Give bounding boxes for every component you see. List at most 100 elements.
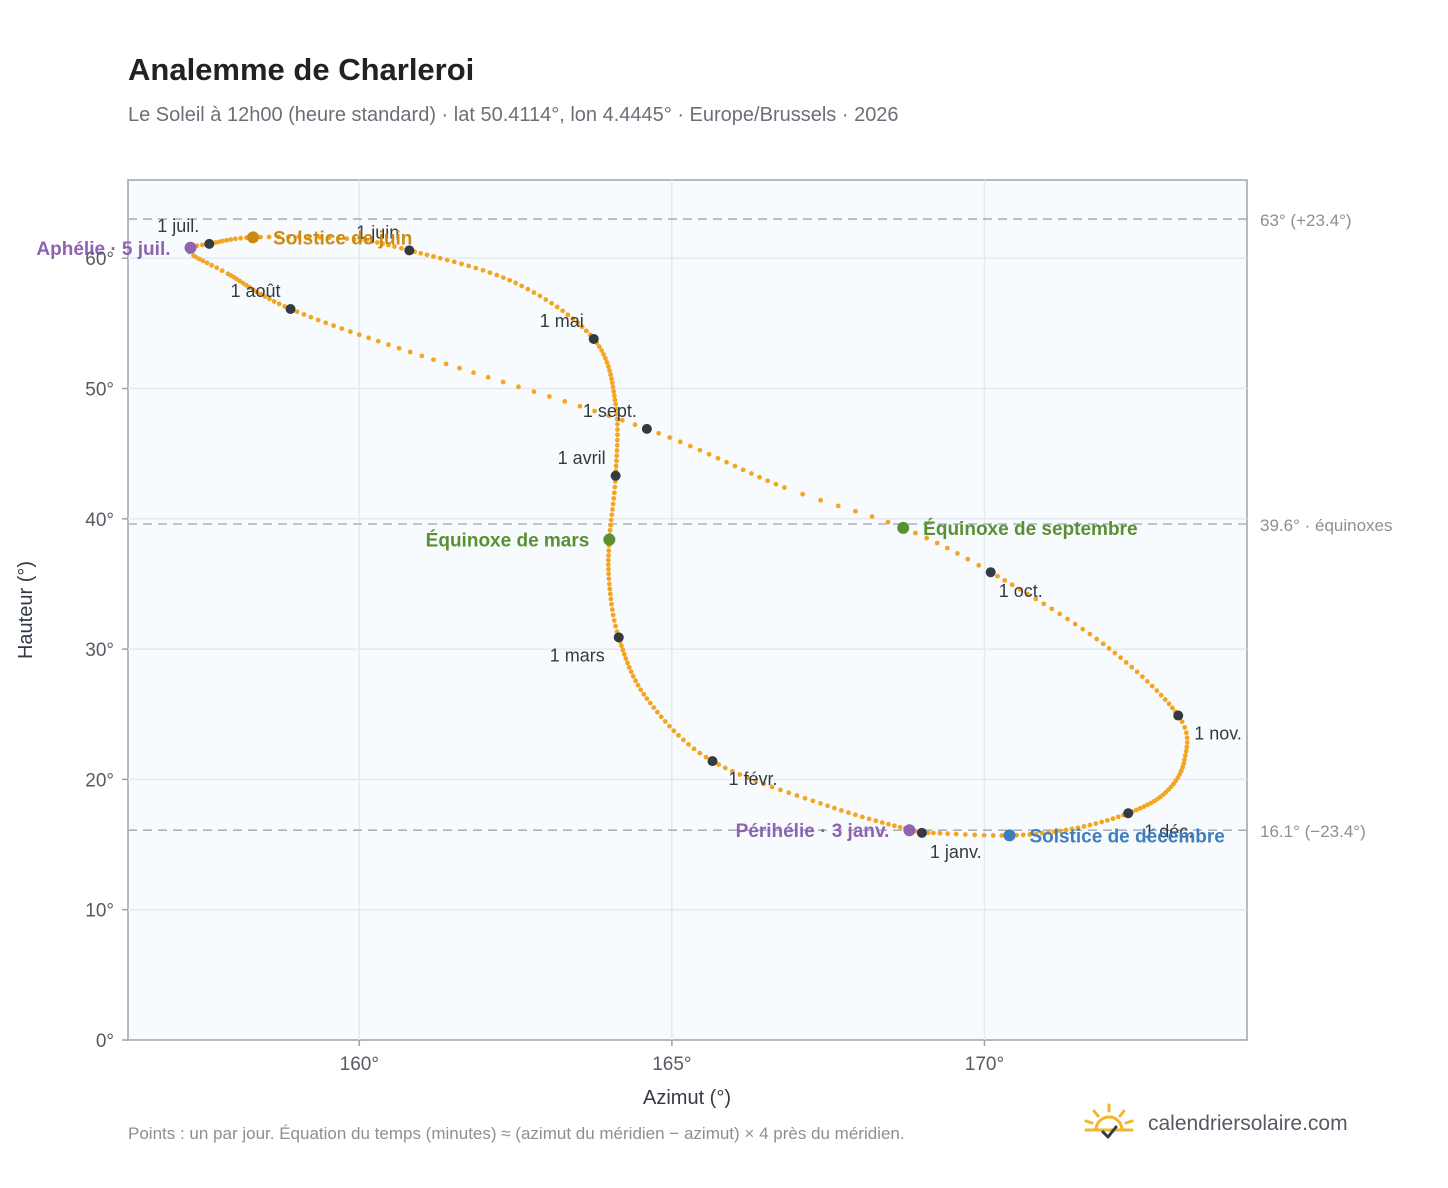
day-point	[457, 365, 462, 371]
day-point	[1183, 748, 1189, 754]
day-point	[630, 673, 636, 679]
day-point	[937, 830, 943, 836]
day-point	[1184, 735, 1190, 741]
day-point	[614, 453, 620, 459]
day-point	[615, 427, 620, 432]
day-point	[554, 304, 560, 310]
day-point	[633, 678, 638, 684]
day-point	[859, 814, 865, 820]
event-label: Équinoxe de septembre	[923, 518, 1137, 540]
day-point	[953, 831, 959, 837]
month-marker	[985, 567, 996, 578]
day-point	[507, 277, 513, 283]
day-point	[614, 458, 619, 464]
day-point	[473, 265, 479, 271]
day-point	[609, 376, 614, 382]
month-label: 1 nov.	[1194, 724, 1242, 744]
day-point	[301, 312, 307, 317]
day-point	[981, 832, 987, 838]
day-point	[1099, 819, 1105, 825]
day-point	[1093, 821, 1099, 826]
day-point	[995, 573, 1000, 579]
day-point	[691, 746, 697, 752]
day-point	[1087, 631, 1093, 637]
brand[interactable]: calendriersolaire.com	[1082, 1102, 1348, 1146]
month-label: 1 avril	[558, 448, 606, 468]
day-point	[424, 252, 430, 258]
day-point	[781, 485, 787, 490]
month-label: 1 juil.	[157, 216, 199, 236]
day-point	[271, 299, 277, 304]
day-point	[1184, 744, 1190, 750]
day-point	[737, 772, 743, 777]
month-label: 1 oct.	[999, 581, 1043, 601]
day-point	[671, 728, 677, 734]
day-point	[658, 714, 664, 720]
day-point	[487, 270, 493, 276]
day-point	[392, 244, 397, 249]
day-point	[351, 236, 357, 242]
day-point	[930, 830, 936, 836]
day-point	[955, 551, 960, 556]
day-point	[667, 435, 673, 440]
event-marker	[903, 824, 916, 837]
day-point	[199, 242, 205, 248]
day-point	[687, 443, 693, 449]
day-point	[607, 527, 613, 533]
day-point	[1182, 757, 1187, 763]
day-point	[254, 289, 260, 295]
day-point	[562, 399, 568, 404]
day-point	[853, 508, 858, 514]
day-point	[224, 237, 229, 243]
day-point	[614, 416, 620, 422]
day-point	[729, 768, 735, 774]
day-point	[818, 800, 823, 806]
day-point	[1123, 660, 1129, 665]
day-point	[1027, 832, 1033, 837]
day-point	[1049, 606, 1055, 612]
day-point	[786, 790, 792, 796]
day-point	[543, 297, 549, 302]
day-point	[238, 235, 244, 241]
day-point	[607, 368, 612, 373]
day-point	[934, 540, 940, 546]
day-point	[258, 234, 263, 240]
day-point	[613, 406, 619, 412]
day-point	[846, 810, 851, 816]
day-point	[347, 329, 353, 335]
day-point	[603, 356, 608, 361]
day-point	[1144, 679, 1150, 684]
event-marker	[247, 231, 260, 244]
day-point	[680, 737, 686, 743]
grid-lines	[128, 180, 1247, 1040]
day-point	[296, 234, 302, 240]
day-point	[1100, 641, 1106, 647]
day-point	[451, 259, 457, 265]
event-marker	[897, 521, 910, 534]
day-point	[810, 798, 816, 804]
day-point	[1158, 692, 1164, 698]
event-label: Aphélie · 5 juil.	[36, 239, 170, 260]
day-point	[1184, 740, 1190, 745]
month-marker	[1173, 710, 1184, 721]
day-point	[356, 332, 362, 338]
day-point	[443, 361, 449, 367]
day-point	[565, 312, 571, 318]
day-point	[1080, 626, 1086, 632]
day-point	[609, 380, 615, 386]
day-point	[614, 421, 620, 427]
day-point	[853, 812, 858, 818]
day-point	[1017, 586, 1023, 592]
day-point	[419, 353, 425, 359]
day-point	[651, 705, 657, 711]
day-point	[608, 596, 614, 602]
day-point	[480, 267, 486, 273]
day-point	[531, 290, 537, 295]
day-point	[1170, 705, 1175, 711]
y-axis-label: Hauteur (°)	[15, 561, 37, 659]
day-point	[925, 830, 931, 836]
day-point	[606, 548, 612, 554]
day-point	[879, 820, 885, 825]
day-point	[358, 237, 364, 243]
day-point	[611, 393, 617, 399]
